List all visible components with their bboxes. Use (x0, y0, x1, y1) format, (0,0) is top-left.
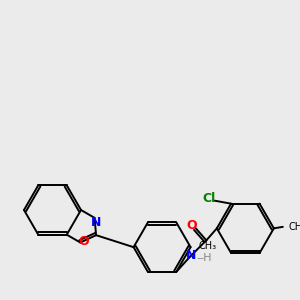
Text: CH₃: CH₃ (198, 241, 216, 251)
Text: N: N (91, 216, 101, 229)
Text: Cl: Cl (203, 192, 216, 206)
Text: O: O (79, 235, 89, 248)
Text: ‒H: ‒H (196, 253, 212, 263)
Text: CH₃: CH₃ (288, 221, 300, 232)
Text: N: N (186, 249, 197, 262)
Text: O: O (186, 219, 197, 232)
